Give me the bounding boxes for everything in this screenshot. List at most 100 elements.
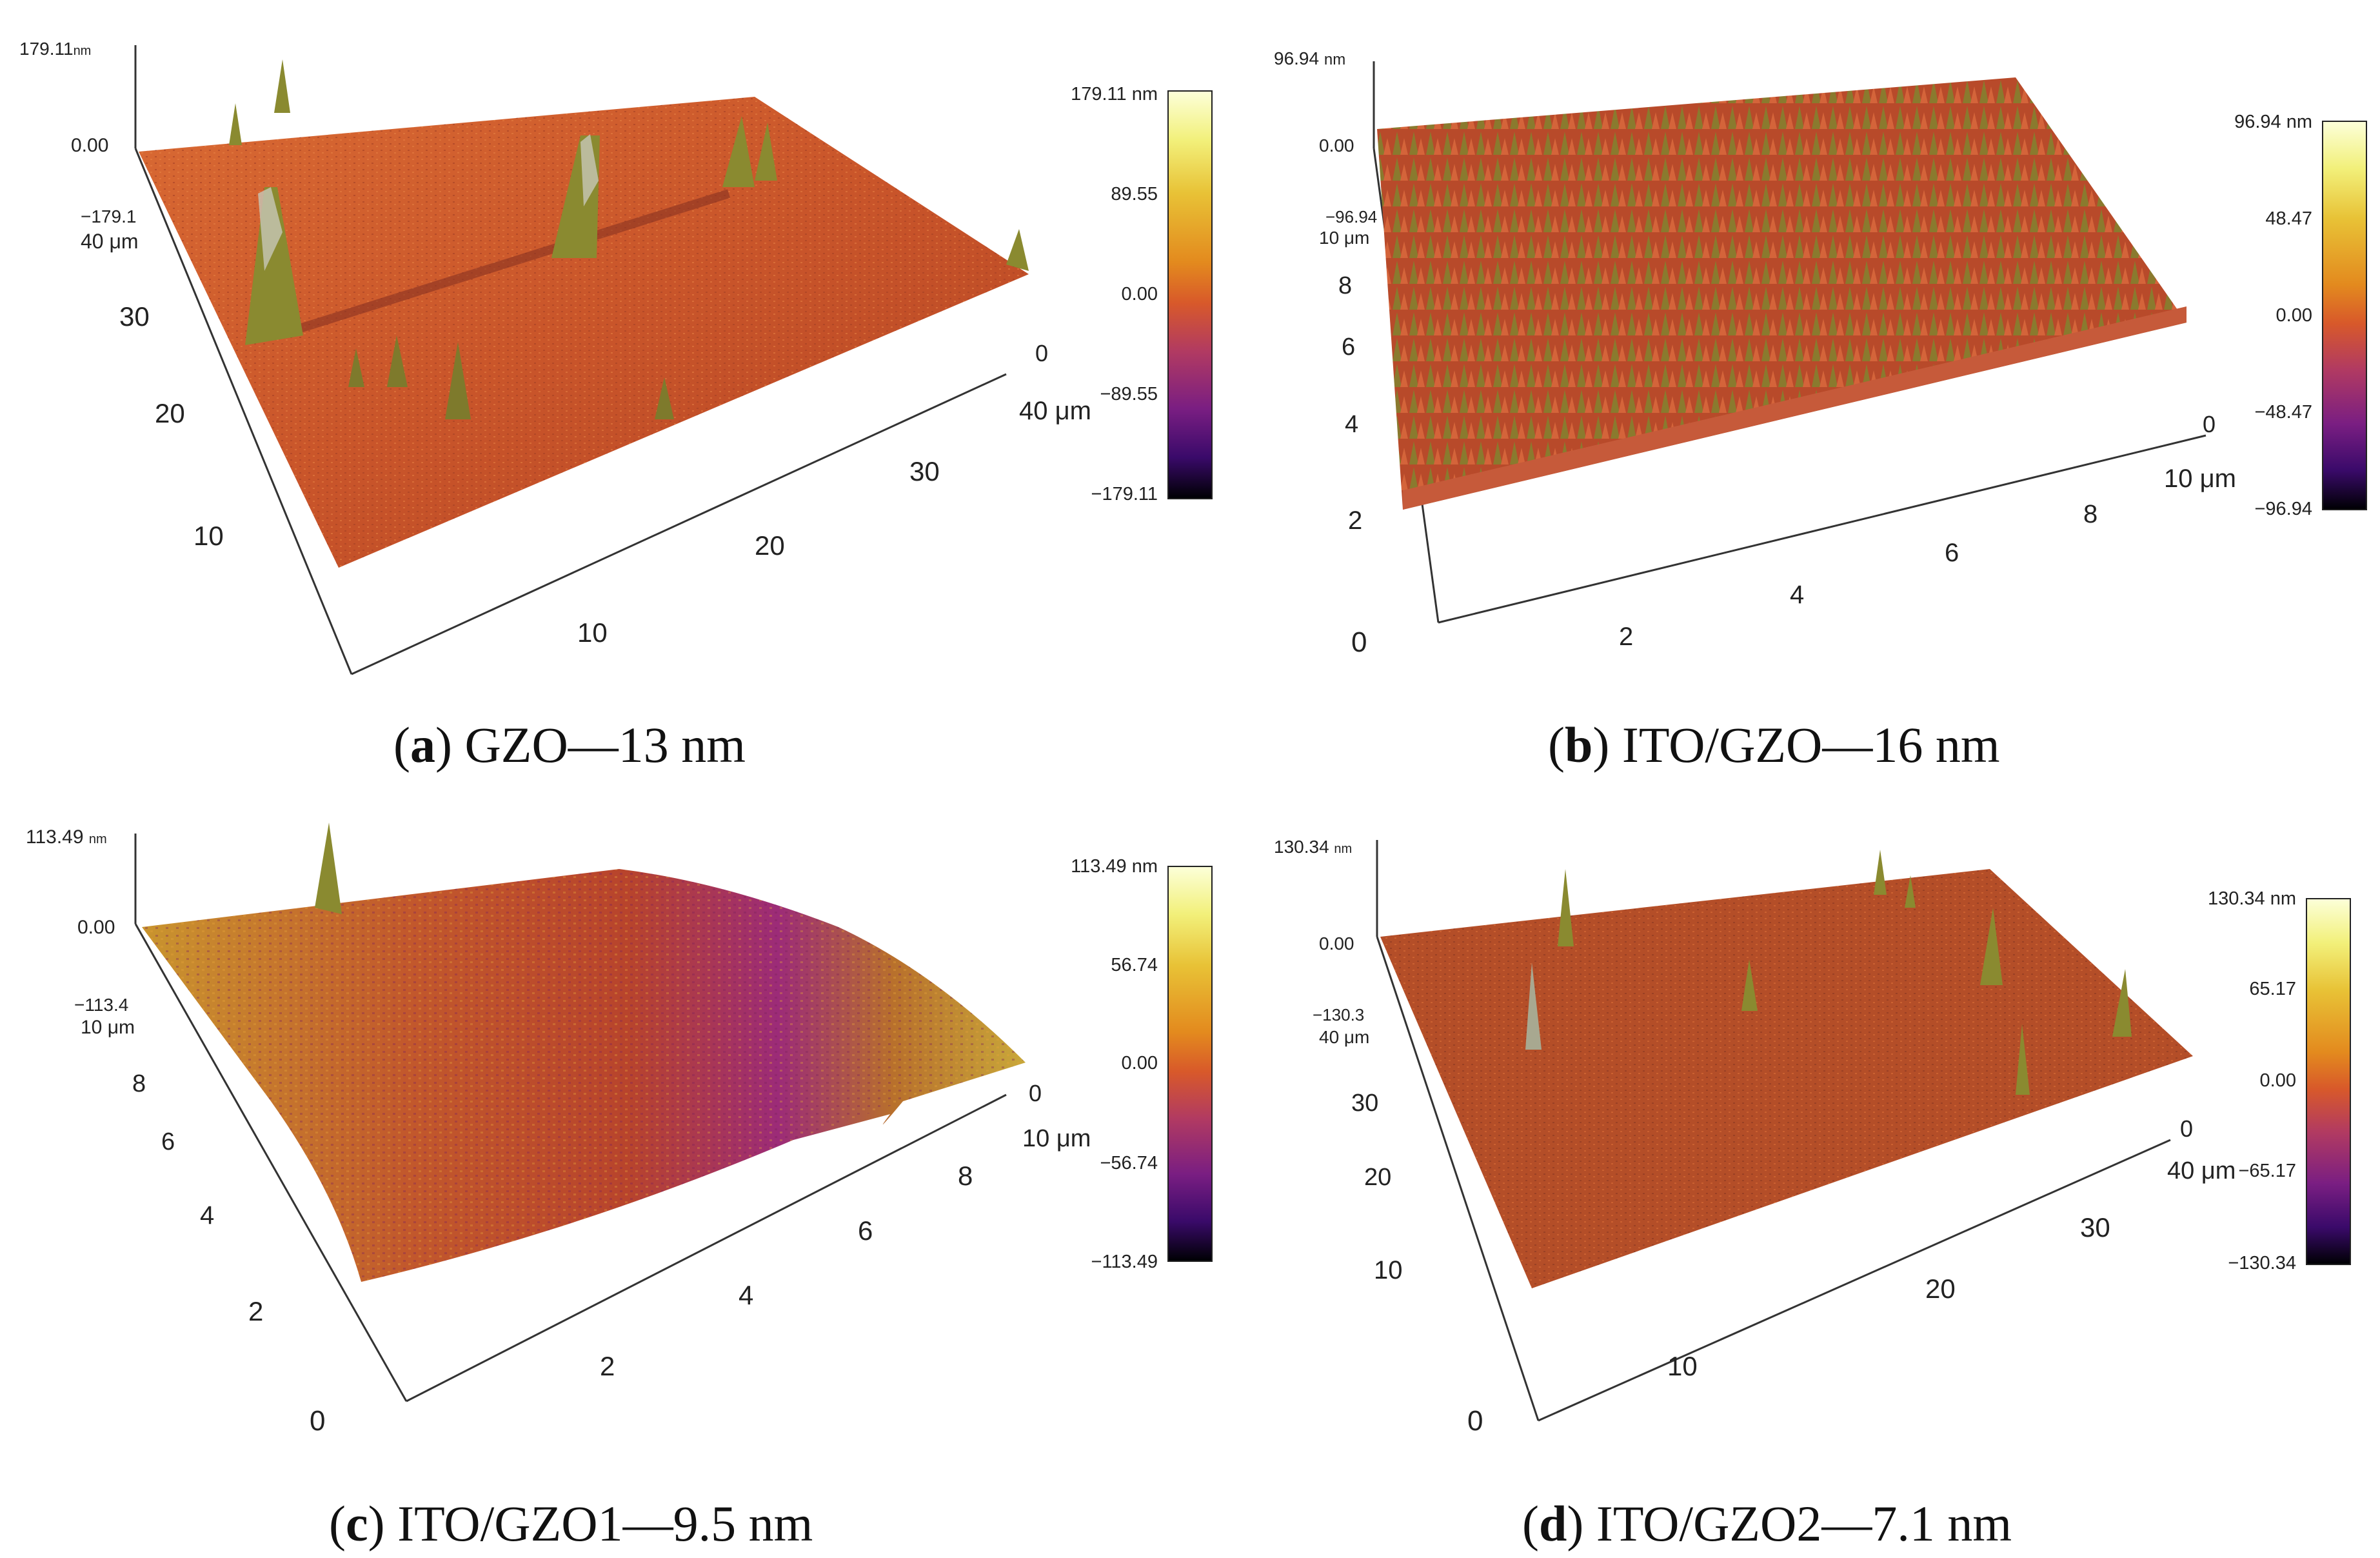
y-axis-line [134,923,408,1402]
panel-d: 130.34 nm 0.00 −130.3 40 μm 30 20 10 0 1… [1190,779,2380,1558]
surface-ridge [275,189,731,340]
corner-zero-label: 0 [2203,411,2216,437]
y-tick-label: 4 [1345,411,1358,438]
y-tick-label: 2 [248,1296,263,1326]
corner-zero-label: 0 [2180,1115,2193,1142]
panel-a: 179.11nm 0.00 −179.1 40 μm 30 20 10 10 2… [0,0,1213,779]
afm-plot-b: 96.94 nm 0.00 −96.94 10 μm 8 6 4 2 0 2 4… [1274,48,2236,658]
z-bottom-label: −113.4 [74,995,128,1015]
colorbar-label: −96.94 [2254,499,2312,519]
peak [445,342,471,419]
y-axis-line [134,148,353,675]
y-tick-label: 4 [200,1201,214,1230]
peak [722,116,755,187]
surface-d [1380,869,2193,1288]
peak [1905,875,1916,908]
colorbar-label: 96.94 nm [2234,112,2312,132]
colorbar-label: 89.55 [1111,184,1158,205]
y-tick-label: 6 [161,1128,175,1155]
caption-b: (b) ITO/GZO—16 nm [1548,717,2000,773]
surface-b [1377,77,2187,510]
colorbar-d: 130.34 nm 65.17 0.00 −65.17 −130.34 [2141,888,2354,1282]
x-tick-label: 2 [1619,623,1633,651]
z-top-label: 96.94 nm [1274,48,1345,68]
x-axis-max-label: 10 μm [2164,464,2236,493]
x-tick-label: 20 [755,530,785,561]
y-tick-label: 2 [1348,506,1362,535]
y-axis-max-label: 40 μm [81,230,139,253]
colorbar-gradient [1167,90,1213,499]
y-axis-line [1376,936,1540,1421]
colorbar-label: −130.34 [2228,1253,2296,1273]
z-top-label: 130.34 nm [1274,837,1352,857]
peak [1874,850,1887,895]
colorbar-label: −48.47 [2254,402,2312,423]
z-bottom-label: −179.1 [81,206,136,226]
surface-texture [139,97,1029,568]
y-tick-label: 6 [1342,334,1355,361]
peak [1558,869,1574,946]
colorbar-label: −179.11 [1091,484,1158,504]
x-tick-label: 8 [958,1161,973,1191]
colorbar-label: −89.55 [1100,384,1158,404]
surface-edge [1403,306,2187,510]
colorbar-label: 113.49 nm [1071,856,1158,877]
peak [245,187,303,345]
colorbar-label: 130.34 nm [2207,888,2296,909]
x-tick-label: 6 [1945,539,1959,567]
x-tick-label: 8 [2083,500,2097,528]
y-tick-label: 0 [310,1405,325,1437]
caption-d: (d) ITO/GZO2—7.1 nm [1522,1495,2012,1552]
colorbar-b: 96.94 nm 48.47 0.00 −48.47 −96.94 [2148,112,2367,526]
colorbar-gradient [2322,121,2367,510]
peak [1980,908,2003,985]
y-tick-label: 30 [1351,1090,1378,1117]
peak [755,123,777,181]
colorbar-label: −65.17 [2238,1161,2296,1181]
y-tick-label: 10 [1374,1256,1403,1284]
peak [2016,1024,2030,1095]
caption-a: (a) GZO—13 nm [393,717,746,773]
y-tick-label: 8 [1338,272,1352,299]
x-axis-line [351,373,1007,675]
colorbar-label: −113.49 [1091,1252,1158,1272]
z-bottom-label: −96.94 [1325,207,1377,226]
x-axis-max-label: 40 μm [1019,397,1091,425]
peak [315,823,342,914]
z-top-label: 179.11nm [19,39,91,59]
y-tick-label: 8 [132,1070,146,1097]
corner-zero-label: 0 [1029,1080,1042,1106]
x-tick-label: 2 [600,1351,615,1381]
panel-c: 113.49 nm 0.00 −113.4 10 μm 8 6 4 2 0 2 … [0,779,1213,1558]
colorbar-label: 0.00 [2259,1070,2296,1091]
y-tick-label: 30 [119,301,150,332]
z-zero-label: 0.00 [71,135,108,156]
x-tick-label: 4 [1790,581,1804,609]
colorbar-a: 179.11 nm 89.55 0.00 −89.55 −179.11 [1006,84,1219,510]
peak [580,134,599,206]
peak [1006,229,1029,271]
x-axis-max-label: 10 μm [1022,1125,1091,1152]
y-tick-label: 10 [193,521,224,551]
peak [229,103,242,145]
x-tick-label: 10 [577,617,608,648]
peak [1741,959,1758,1011]
x-axis-max-label: 40 μm [2167,1157,2236,1184]
colorbar-label: 0.00 [1121,1053,1158,1074]
corner-zero-label: 0 [1035,340,1048,366]
z-top-label: 113.49 nm [26,826,107,848]
colorbar-label: 56.74 [1111,955,1158,975]
colorbar-label: 0.00 [2276,305,2312,326]
x-tick-label: 20 [1925,1273,1956,1304]
afm-plot-a: 179.11nm 0.00 −179.1 40 μm 30 20 10 10 2… [19,39,1091,675]
peak [387,335,408,387]
y-tick-label: 0 [1467,1405,1483,1437]
peak [1525,963,1542,1050]
peak [348,348,364,387]
peak [258,187,283,271]
y-tick-label: 20 [1364,1164,1391,1191]
colorbar-gradient [2306,898,2351,1265]
y-axis-max-label: 10 μm [81,1017,135,1038]
x-tick-label: 30 [909,456,940,486]
peak [2112,969,2132,1037]
